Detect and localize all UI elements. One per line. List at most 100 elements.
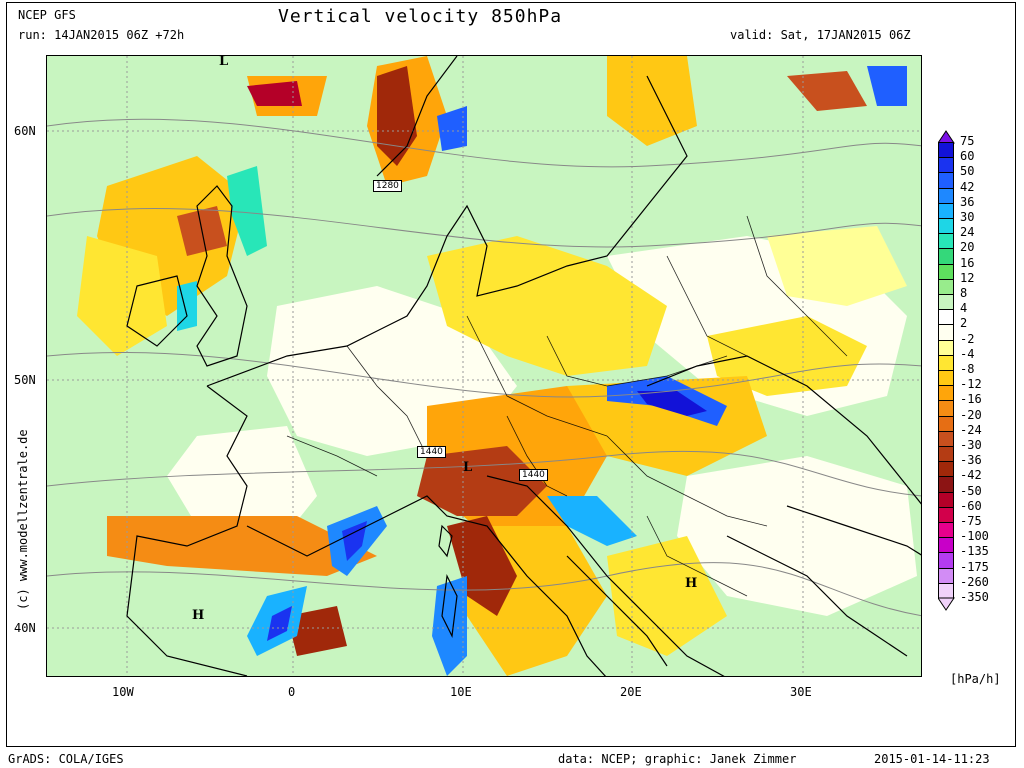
colorbar-label: -50 <box>960 483 982 498</box>
colorbar-swatch <box>938 385 954 402</box>
colorbar-swatch <box>938 370 954 387</box>
colorbar-level <box>938 187 1018 204</box>
footer-software: GrADS: COLA/IGES <box>8 752 124 766</box>
colorbar-swatch <box>938 202 954 219</box>
colorbar-label: -135 <box>960 544 989 559</box>
colorbar-label: 2 <box>960 316 968 331</box>
colorbar-label: 36 <box>960 194 975 209</box>
weather-map: L L H H 1280 1440 1440 <box>46 55 922 677</box>
colorbar-swatch <box>938 491 954 508</box>
lat-label: 60N <box>14 124 36 138</box>
colorbar-label: 30 <box>960 210 975 224</box>
colorbar-level <box>938 294 1018 311</box>
lon-label: 30E <box>790 685 812 699</box>
colorbar-level <box>938 202 1018 219</box>
isohypse-label: 1440 <box>417 446 446 458</box>
isohypse-label: 1280 <box>373 180 402 192</box>
colorbar-label: 4 <box>960 301 968 316</box>
colorbar-level <box>938 248 1018 265</box>
colorbar-swatch <box>938 506 954 523</box>
colorbar-level <box>938 278 1018 295</box>
colorbar-label: 20 <box>960 240 975 255</box>
colorbar-level <box>938 339 1018 356</box>
colorbar-level <box>938 172 1018 189</box>
colorbar-label: 42 <box>960 179 975 194</box>
lon-label: 20E <box>620 685 642 699</box>
lon-label: 0 <box>288 685 296 699</box>
colorbar-label: -8 <box>960 362 975 376</box>
colorbar-swatch <box>938 552 954 569</box>
low-pressure-label: L <box>219 55 229 69</box>
colorbar-swatch <box>938 157 954 174</box>
colorbar-label: -42 <box>960 468 982 483</box>
map-title: Vertical velocity 850hPa <box>278 6 563 27</box>
colorbar-label: -4 <box>960 346 975 361</box>
colorbar-label: 50 <box>960 164 975 179</box>
lon-label: 10E <box>450 685 472 699</box>
watermark: (c) www.modellzentrale.de <box>16 429 30 610</box>
colorbar-level <box>938 142 1018 159</box>
colorbar-label: -30 <box>960 438 982 452</box>
valid-time: valid: Sat, 17JAN2015 06Z <box>730 28 911 42</box>
colorbar-level <box>938 354 1018 371</box>
map-field <box>47 56 921 676</box>
colorbar-label: -100 <box>960 529 989 544</box>
colorbar-swatch <box>938 415 954 432</box>
colorbar-label: -350 <box>960 590 989 604</box>
colorbar-label: 24 <box>960 225 975 240</box>
high-pressure-label: H <box>192 608 205 623</box>
run-info: run: 14JAN2015 06Z +72h <box>18 28 185 42</box>
colorbar-swatch <box>938 430 954 447</box>
model-name: NCEP GFS <box>18 8 76 22</box>
colorbar-bottom-arrow <box>938 597 955 611</box>
isohypse-label: 1440 <box>519 469 548 481</box>
colorbar-swatch <box>938 278 954 295</box>
colorbar-label: -175 <box>960 559 989 574</box>
colorbar-swatch <box>938 400 954 417</box>
colorbar-label: 8 <box>960 286 968 300</box>
high-pressure-label: H <box>685 576 698 591</box>
lon-label: 10W <box>112 685 134 699</box>
colorbar-level <box>938 309 1018 326</box>
colorbar-swatch <box>938 309 954 326</box>
colorbar-swatch <box>938 172 954 189</box>
colorbar-swatch <box>938 339 954 356</box>
colorbar-swatch <box>938 248 954 265</box>
colorbar-level <box>938 157 1018 174</box>
colorbar-label: -36 <box>960 453 982 468</box>
colorbar-swatch <box>938 354 954 371</box>
colorbar-level <box>938 233 1018 250</box>
colorbar-swatch <box>938 567 954 584</box>
colorbar-label: 16 <box>960 255 975 270</box>
lat-label: 40N <box>14 621 36 635</box>
lat-label: 50N <box>14 373 36 387</box>
colorbar-level <box>938 324 1018 341</box>
colorbar-swatch <box>938 294 954 311</box>
colorbar-label: 60 <box>960 149 975 164</box>
colorbar-swatch <box>938 324 954 341</box>
footer-credits: data: NCEP; graphic: Janek Zimmer <box>558 752 797 766</box>
colorbar-swatch <box>938 537 954 554</box>
colorbar-swatch <box>938 461 954 478</box>
colorbar-swatch <box>938 218 954 235</box>
colorbar-swatch <box>938 446 954 463</box>
colorbar-label: -12 <box>960 377 982 392</box>
colorbar-unit: [hPa/h] <box>950 672 1001 686</box>
colorbar-label: -24 <box>960 422 982 437</box>
colorbar-label: 75 <box>960 134 975 148</box>
colorbar-label: -16 <box>960 392 982 407</box>
colorbar-swatch <box>938 233 954 250</box>
colorbar-swatch <box>938 187 954 204</box>
colorbar-label: -260 <box>960 574 989 589</box>
colorbar-label: -2 <box>960 331 975 346</box>
colorbar-label: -20 <box>960 407 982 422</box>
colorbar-swatch <box>938 263 954 280</box>
colorbar-swatch <box>938 522 954 539</box>
figure-frame <box>6 2 1016 747</box>
low-pressure-label: L <box>463 460 473 475</box>
colorbar-label: 12 <box>960 270 975 285</box>
colorbar-level <box>938 218 1018 235</box>
colorbar-swatch <box>938 476 954 493</box>
footer-timestamp: 2015-01-14-11:23 <box>874 752 990 766</box>
colorbar-label: -60 <box>960 498 982 513</box>
